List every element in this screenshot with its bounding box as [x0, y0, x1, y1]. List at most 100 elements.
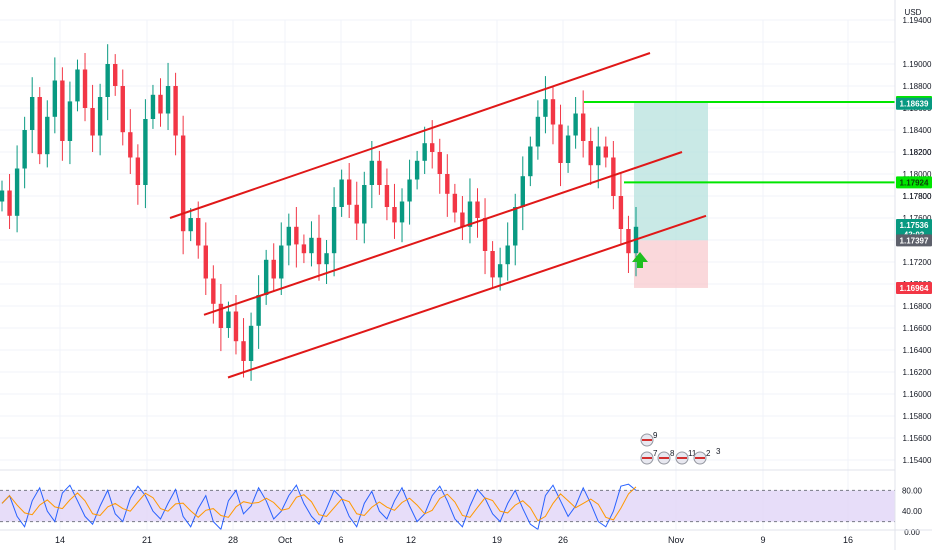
price-tag-label: 1.17924: [900, 178, 929, 187]
candle-body: [588, 141, 593, 166]
candle-body: [316, 237, 322, 265]
oscillator-pane[interactable]: [0, 483, 895, 531]
candle-body: [120, 86, 125, 133]
price-axis[interactable]: 1.194001.190001.186001.182001.178001.174…: [894, 0, 932, 550]
events[interactable]: 9 7 8 11 2 3: [640, 431, 721, 465]
price-tag-label: 1.17536: [900, 221, 929, 230]
candle-body: [226, 311, 231, 328]
candle-body: [611, 157, 616, 196]
oscillator-tick-label: 40.00: [902, 507, 923, 516]
price-tag: [896, 281, 932, 294]
candle-body: [467, 201, 473, 227]
candle-body: [0, 190, 5, 202]
candle-body: [203, 245, 208, 279]
candle-body: [113, 64, 118, 86]
candle-body: [14, 168, 20, 216]
candle-body: [286, 226, 292, 246]
event-flag-stripe: [677, 457, 687, 459]
candle-body: [565, 135, 571, 163]
profit-zone: [634, 102, 708, 241]
price-tick-label: 1.19000: [903, 60, 932, 69]
candle-body: [67, 101, 73, 141]
price-tag: [896, 97, 932, 110]
candle-body: [294, 226, 299, 245]
candle-body: [407, 179, 412, 202]
candle-body: [520, 176, 525, 207]
candle-body: [346, 179, 352, 205]
candle-body: [339, 179, 344, 207]
candle-body: [60, 80, 65, 141]
price-tick-label: 1.18200: [903, 148, 932, 157]
price-tag-label: 1.17397: [900, 236, 929, 245]
time-tick-label: 28: [228, 535, 238, 545]
event-flag-stripe: [642, 457, 652, 459]
time-tick-label: Nov: [668, 535, 685, 545]
candle-body: [52, 80, 58, 117]
candle-body: [82, 69, 88, 108]
stoch-k-line: [1, 483, 637, 531]
candle-body: [505, 245, 510, 265]
time-tick-label: 6: [338, 535, 343, 545]
candle-body: [309, 237, 314, 254]
candle-body: [135, 157, 141, 185]
horizontal-levels[interactable]: [584, 101, 895, 184]
candle-body: [437, 152, 442, 174]
candle-body: [45, 116, 50, 155]
candle-body: [414, 160, 420, 180]
candle-body: [279, 245, 284, 279]
price-tick-label: 1.18000: [903, 170, 932, 179]
candle-body: [188, 218, 193, 232]
price-tick-label: 1.18200: [903, 148, 932, 157]
time-tick-label: 19: [492, 535, 502, 545]
candle-body: [256, 295, 261, 326]
candle-body: [618, 196, 624, 229]
price-tick-label: 1.15400: [903, 456, 932, 465]
candle-body: [324, 253, 329, 265]
up-arrow-icon: [632, 252, 648, 268]
event-count: 11: [688, 449, 697, 458]
candle-body: [490, 251, 495, 278]
price-tick-label: 1.15600: [903, 434, 932, 443]
candle-body: [513, 207, 518, 246]
candle-body: [475, 201, 480, 218]
candle-body: [271, 259, 276, 279]
candle-body: [596, 146, 601, 166]
event-count: 3: [716, 447, 721, 456]
price-tick-label: 1.17800: [903, 192, 932, 201]
candle-body: [430, 143, 435, 152]
candle-body: [196, 218, 201, 246]
candle-body: [158, 94, 163, 114]
candle-body: [233, 311, 239, 342]
candle-body: [105, 64, 110, 97]
price-tag: [896, 219, 932, 232]
candle-body: [603, 146, 609, 158]
candle-body: [128, 132, 133, 158]
price-tick-label: 1.17600: [903, 214, 932, 223]
stoch-d-line: [1, 486, 637, 522]
currency-label[interactable]: USD: [905, 8, 922, 17]
candles: [0, 44, 639, 381]
candle-body: [528, 146, 533, 177]
candle-body: [180, 135, 186, 232]
candle-body: [354, 204, 359, 224]
candle-body: [377, 160, 382, 185]
channel-lines[interactable]: [169, 52, 707, 379]
candle-body: [550, 99, 556, 125]
price-tag-label: 1.18639: [900, 100, 929, 109]
time-tick-label: 9: [760, 535, 765, 545]
candle-body: [150, 94, 156, 119]
candle-body: [29, 97, 35, 130]
price-tick-label: 1.15800: [903, 412, 932, 421]
oscillator-tick-label: 0.00: [904, 528, 920, 537]
position-box[interactable]: [634, 102, 708, 288]
channel-line: [169, 52, 651, 219]
loss-zone: [634, 240, 708, 288]
event-flag-stripe: [642, 439, 652, 441]
candle-body: [422, 143, 427, 161]
time-axis[interactable]: 14 21 28 Oct 6 12 19 26 Nov 9 16: [0, 529, 932, 545]
price-tick-label: 1.18400: [903, 126, 932, 135]
candle-body: [482, 218, 488, 251]
event-flag-stripe: [659, 457, 669, 459]
candle-body: [143, 119, 148, 185]
